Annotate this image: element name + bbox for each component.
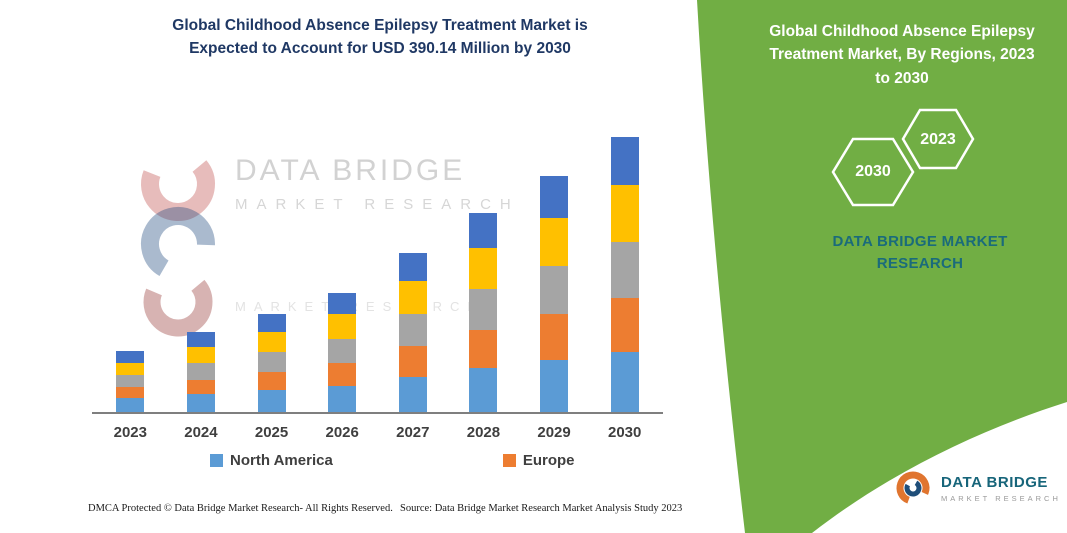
- bar-segment: [398, 314, 427, 346]
- bar-segment: [257, 314, 286, 333]
- bar-segment: [328, 313, 357, 339]
- bar-segment: [398, 376, 427, 412]
- bar-segment: [469, 330, 498, 369]
- bar-2028: [469, 213, 498, 412]
- watermark-subtitle: MARKET RESEARCH: [235, 196, 520, 213]
- bar-segment: [469, 213, 498, 249]
- legend-item-europe: Europe: [502, 452, 575, 469]
- x-tick-label: 2025: [254, 424, 289, 441]
- legend-swatch: [210, 454, 223, 467]
- brand-logo-text: DATA BRIDGE MARKET RESEARCH: [941, 474, 1061, 503]
- bar-segment: [610, 352, 639, 412]
- bar-segment: [116, 397, 145, 412]
- bar-2030: [610, 137, 639, 412]
- brand-subtitle: MARKET RESEARCH: [941, 493, 1061, 503]
- bar-segment: [610, 297, 639, 353]
- side-panel-brand-line2: RESEARCH: [876, 254, 964, 272]
- bar-segment: [257, 352, 286, 372]
- side-panel-heading-line3: to 2030: [875, 69, 929, 87]
- chart-legend: North America Europe: [95, 452, 665, 469]
- bar-2024: [186, 332, 215, 412]
- bar-segment: [186, 347, 215, 364]
- bar-2027: [398, 252, 427, 412]
- x-tick-label: 2026: [325, 424, 359, 441]
- side-panel-heading-line1: Global Childhood Absence Epilepsy: [769, 23, 1035, 40]
- bar-segment: [469, 248, 498, 290]
- brand-logo: DATA BRIDGE MARKET RESEARCH: [893, 468, 1061, 508]
- bar-segment: [398, 280, 427, 315]
- watermark-logo-icon: [141, 147, 215, 337]
- watermark-title: DATA BRIDGE: [235, 154, 466, 187]
- bar-2023: [116, 351, 145, 412]
- bar-segment: [257, 371, 286, 391]
- bar-segment: [540, 218, 569, 267]
- bar-segment: [116, 374, 145, 387]
- chart-title-line2: Expected to Account for USD 390.14 Milli…: [189, 40, 571, 58]
- x-tick-label: 2029: [537, 424, 571, 441]
- bar-segment: [540, 314, 569, 360]
- x-axis-labels: 2023 2024 2025 2026 2027 2028 2029 2030: [95, 424, 660, 441]
- x-axis-line: [92, 412, 663, 414]
- bar-segment: [328, 292, 357, 314]
- legend-label: North America: [230, 452, 333, 469]
- bar-segment: [540, 359, 569, 412]
- stacked-bar-plot: [95, 112, 660, 412]
- bar-segment: [398, 345, 427, 377]
- side-panel-brand: DATA BRIDGE MARKET RESEARCH: [770, 231, 1067, 275]
- chart-title-line1: Global Childhood Absence Epilepsy Treatm…: [172, 17, 588, 34]
- chart-title: Global Childhood Absence Epilepsy Treatm…: [90, 14, 670, 61]
- bar-2029: [540, 175, 569, 412]
- bar-segment: [469, 368, 498, 412]
- hexagon-year-2023: 2023: [920, 131, 956, 148]
- bar-segment: [328, 362, 357, 386]
- bar-segment: [328, 338, 357, 363]
- bar-segment: [186, 332, 215, 348]
- bar-segment: [116, 386, 145, 398]
- dmca-notice: DMCA Protected © Data Bridge Market Rese…: [88, 503, 393, 514]
- data-bridge-logo-icon: [896, 471, 930, 505]
- x-tick-label: 2027: [396, 424, 430, 441]
- bar-segment: [469, 289, 498, 331]
- bar-segment: [186, 363, 215, 380]
- bar-segment: [116, 351, 145, 363]
- side-panel-heading-line2: Treatment Market, By Regions, 2023: [769, 46, 1035, 64]
- side-panel-heading: Global Childhood Absence Epilepsy Treatm…: [748, 20, 1056, 90]
- source-note: Source: Data Bridge Market Research Mark…: [400, 503, 683, 514]
- bar-segment: [116, 362, 145, 375]
- legend-item-north-america: North America: [210, 452, 333, 469]
- bar-segment: [610, 242, 639, 298]
- legend-label: Europe: [522, 452, 575, 469]
- x-tick-label: 2023: [113, 424, 147, 441]
- x-tick-label: 2028: [466, 424, 501, 441]
- bar-segment: [257, 390, 286, 412]
- bar-segment: [540, 266, 569, 315]
- bar-2026: [328, 292, 357, 412]
- brand-name: DATA BRIDGE: [941, 473, 1048, 491]
- bar-segment: [257, 332, 286, 353]
- bar-segment: [328, 385, 357, 412]
- bar-segment: [186, 393, 215, 412]
- bar-segment: [398, 252, 427, 281]
- hexagon-year-2030: 2030: [855, 163, 891, 180]
- bar-segment: [540, 175, 569, 219]
- bar-segment: [186, 379, 215, 394]
- x-tick-label: 2030: [608, 424, 642, 441]
- x-tick-label: 2024: [184, 424, 218, 441]
- legend-swatch: [502, 454, 516, 467]
- bar-segment: [610, 137, 639, 186]
- side-panel-brand-line1: DATA BRIDGE MARKET: [832, 233, 1008, 250]
- bar-2025: [257, 314, 286, 412]
- bar-segment: [610, 185, 639, 243]
